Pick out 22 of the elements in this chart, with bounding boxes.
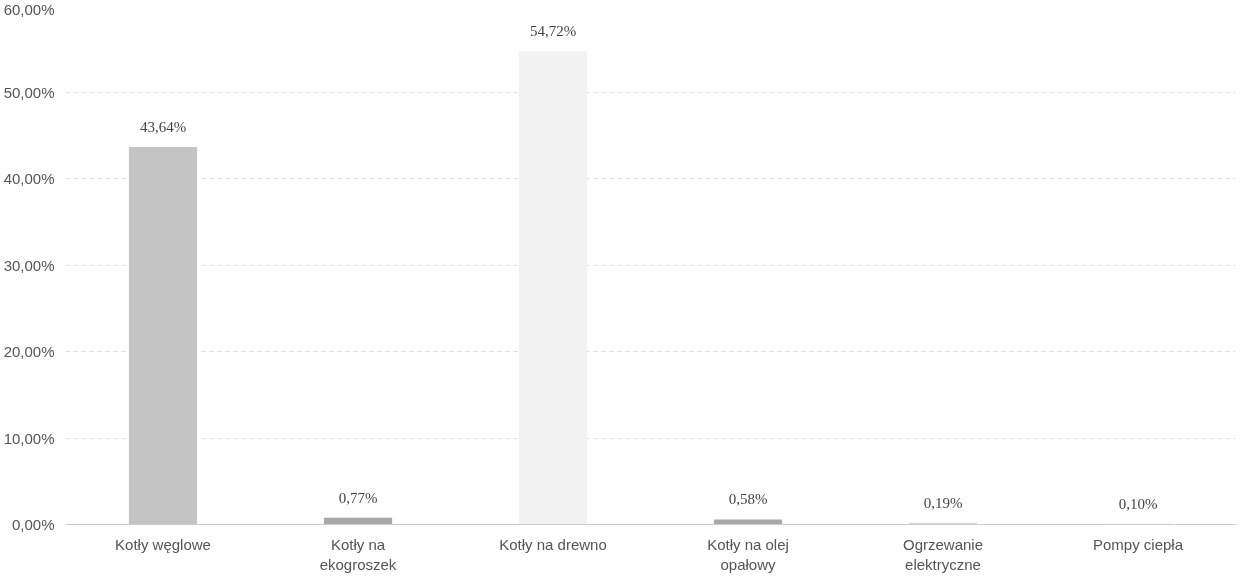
bar bbox=[713, 519, 783, 525]
x-tick-label: Pompy ciepła bbox=[1092, 535, 1184, 553]
y-tick-label: 40,00% bbox=[3, 170, 55, 187]
data-label: 0,19% bbox=[923, 494, 963, 511]
data-label: 43,64% bbox=[139, 119, 187, 136]
bar bbox=[323, 517, 393, 525]
y-tick-label: 60,00% bbox=[3, 0, 55, 18]
y-tick-label: 0,00% bbox=[11, 516, 55, 533]
y-tick-label: 10,00% bbox=[3, 429, 55, 447]
data-label: 0,58% bbox=[728, 491, 768, 508]
x-tick-label: Ogrzewanie elektryczne bbox=[902, 535, 984, 573]
x-tick-label: Kotły węglowe bbox=[115, 535, 211, 553]
bar bbox=[518, 51, 588, 525]
y-tick-label: 30,00% bbox=[3, 256, 55, 274]
data-label: 0,10% bbox=[1118, 495, 1158, 512]
x-tick-label: Kotły na drewno bbox=[499, 535, 607, 553]
x-tick-label: Kotły na olej opałowy bbox=[707, 535, 789, 573]
x-tick-label: Kotły na ekogroszek bbox=[319, 535, 397, 573]
data-label: 0,77% bbox=[338, 489, 378, 506]
y-tick-label: 50,00% bbox=[3, 83, 55, 101]
data-label: 54,72% bbox=[529, 23, 577, 40]
y-tick-label: 20,00% bbox=[3, 343, 55, 360]
